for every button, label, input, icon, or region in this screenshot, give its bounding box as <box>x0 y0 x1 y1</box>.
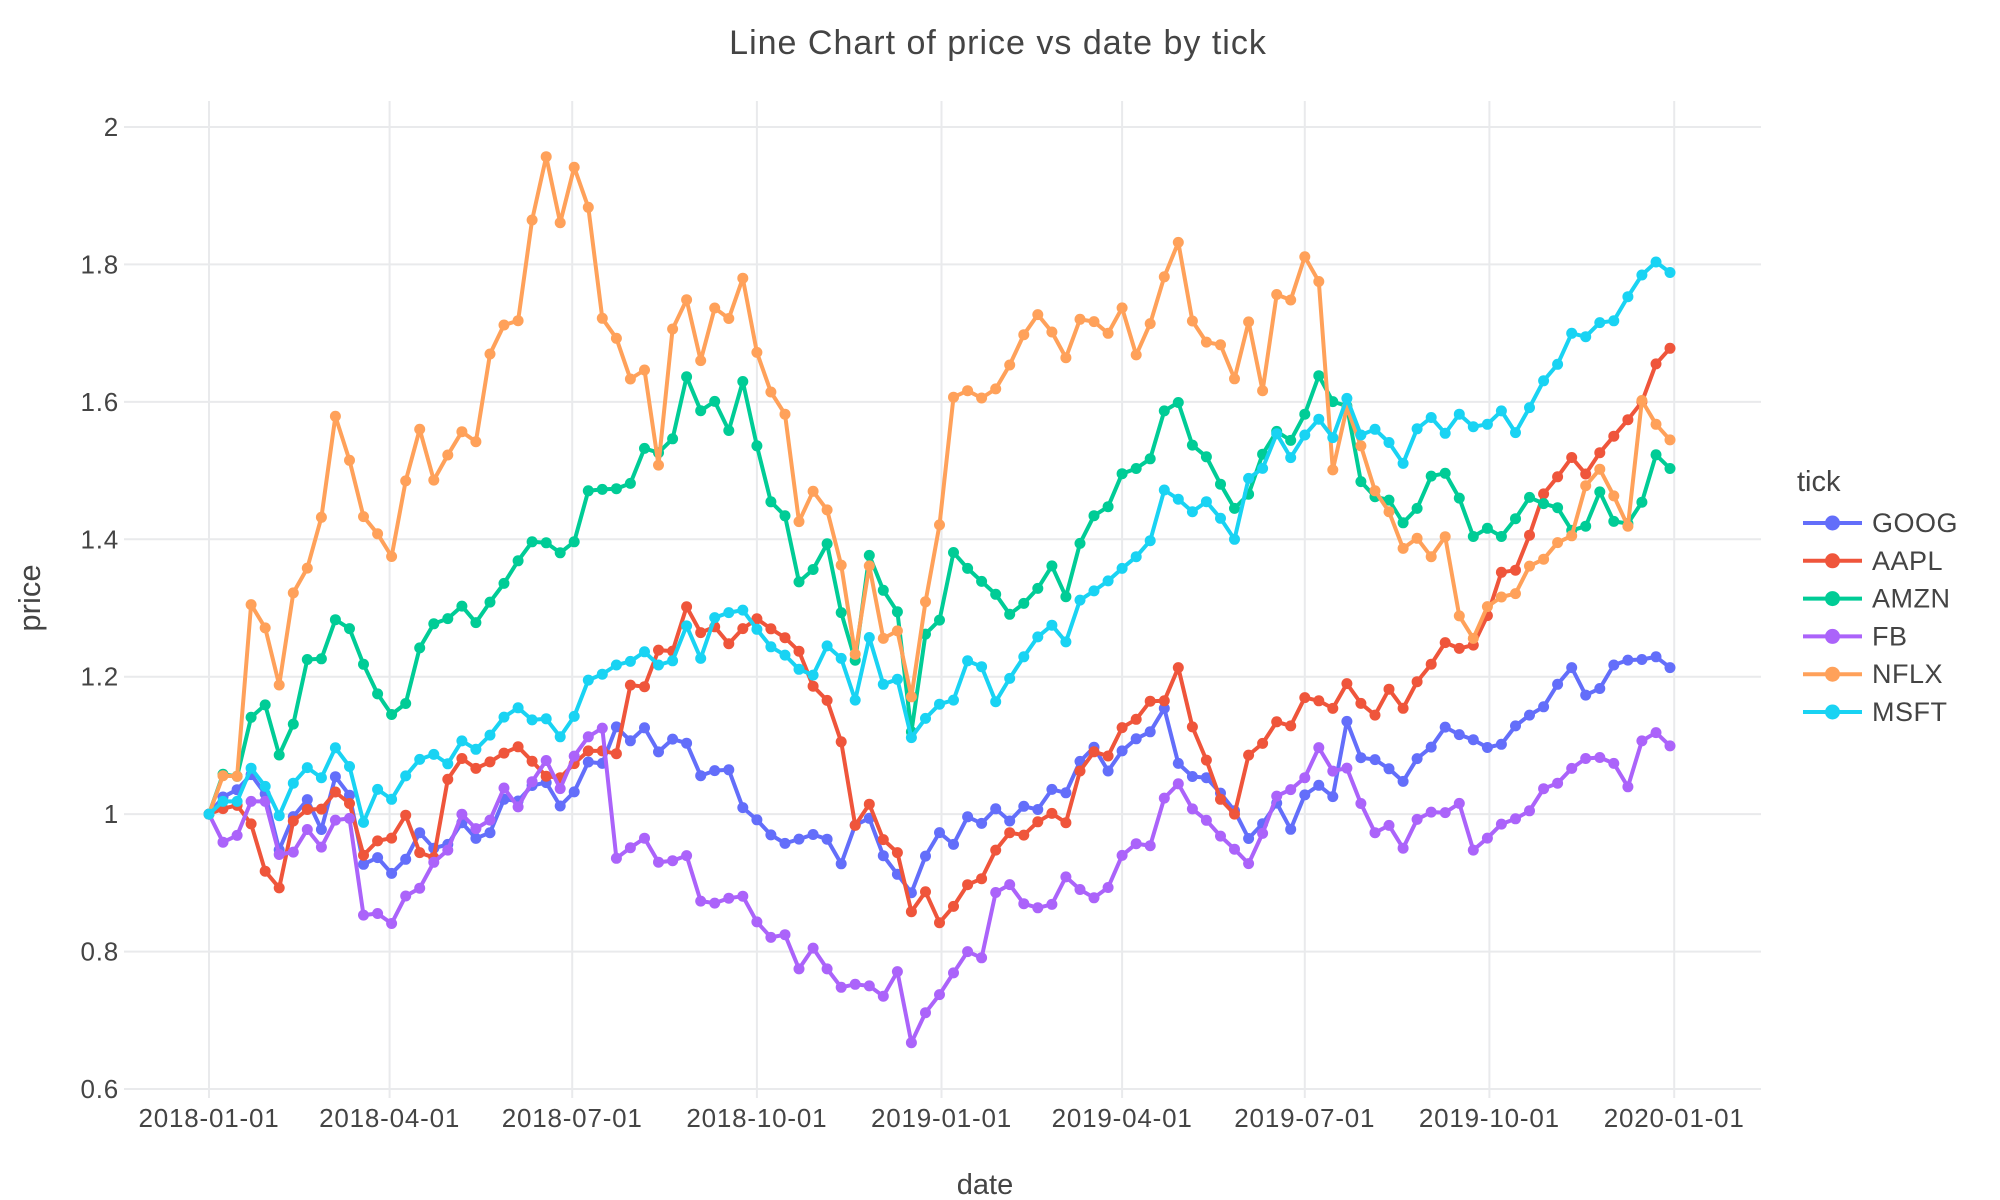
svg-text:2018-10-01: 2018-10-01 <box>686 1103 827 1133</box>
svg-text:AAPL: AAPL <box>1872 546 1943 576</box>
svg-text:2018-01-01: 2018-01-01 <box>139 1103 280 1133</box>
svg-text:2: 2 <box>104 112 119 142</box>
svg-text:2018-04-01: 2018-04-01 <box>319 1103 460 1133</box>
svg-text:1.4: 1.4 <box>80 524 119 554</box>
svg-text:2019-07-01: 2019-07-01 <box>1234 1103 1375 1133</box>
svg-text:GOOG: GOOG <box>1872 508 1958 538</box>
svg-text:1.2: 1.2 <box>80 662 119 692</box>
svg-text:0.8: 0.8 <box>80 937 119 967</box>
svg-text:0.6: 0.6 <box>80 1074 119 1104</box>
svg-text:1: 1 <box>104 799 119 829</box>
svg-text:2019-10-01: 2019-10-01 <box>1419 1103 1560 1133</box>
svg-text:1.8: 1.8 <box>80 249 119 279</box>
svg-text:FB: FB <box>1872 621 1908 651</box>
svg-text:NFLX: NFLX <box>1872 659 1943 689</box>
svg-text:1.6: 1.6 <box>80 387 119 417</box>
svg-text:2019-04-01: 2019-04-01 <box>1052 1103 1193 1133</box>
svg-text:Line Chart of price vs date by: Line Chart of price vs date by tick <box>729 24 1267 62</box>
svg-text:MSFT: MSFT <box>1872 697 1948 727</box>
svg-text:date: date <box>957 1169 1013 1200</box>
svg-text:2020-01-01: 2020-01-01 <box>1604 1103 1745 1133</box>
svg-text:2018-07-01: 2018-07-01 <box>502 1103 643 1133</box>
svg-text:AMZN: AMZN <box>1872 584 1951 614</box>
svg-text:price: price <box>12 564 47 631</box>
svg-text:tick: tick <box>1797 466 1841 498</box>
svg-text:2019-01-01: 2019-01-01 <box>871 1103 1012 1133</box>
